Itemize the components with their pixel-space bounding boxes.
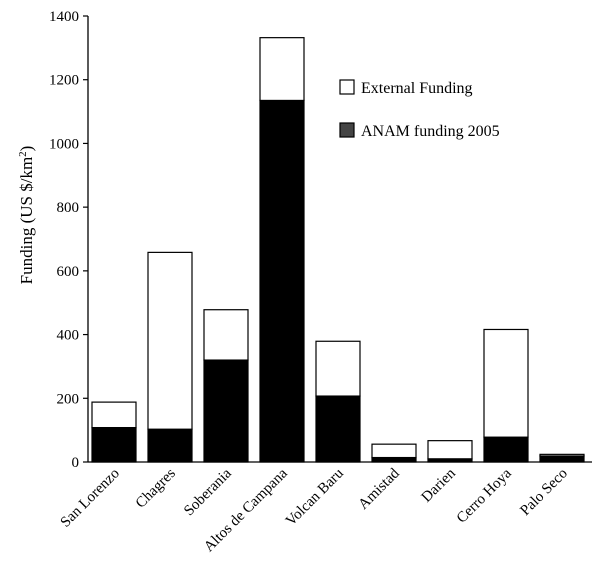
category-label: Amistad <box>356 465 404 513</box>
category-label: Volcan Baru <box>283 465 347 529</box>
y-ticks: 0 200 400 600 800 1000 1200 1400 <box>49 9 88 471</box>
legend-label-anam-funding-2005: ANAM funding 2005 <box>361 123 500 140</box>
legend: External Funding ANAM funding 2005 <box>339 79 500 140</box>
y-tick-label: 400 <box>57 328 80 344</box>
y-tick-label: 1200 <box>49 73 79 89</box>
bar-anam-funding-2005-soberania <box>203 359 249 463</box>
legend-label-external-funding: External Funding <box>361 80 473 97</box>
bar-external-funding-cerro-hoya <box>483 328 529 438</box>
bar-anam-funding-2005-palo-seco <box>539 455 585 463</box>
bar-external-funding-amistad <box>371 443 417 459</box>
category-label: San Lorenzo <box>58 466 123 531</box>
category-label: Palo Seco <box>517 466 570 519</box>
y-axis-title: Funding (US $/km2) <box>17 146 36 285</box>
category-label: Chagres <box>133 465 179 511</box>
legend-swatch-anam-funding-2005 <box>339 122 355 138</box>
bar-external-funding-altos-de-campana <box>259 37 305 102</box>
y-tick-label: 200 <box>57 391 80 407</box>
bar-external-funding-volcan-baru <box>315 340 361 397</box>
y-axis-title-superscript: 2 <box>17 151 29 157</box>
y-tick-label: 1400 <box>49 9 79 25</box>
bar-external-funding-darien <box>427 440 473 460</box>
category-label: Soberania <box>181 465 235 519</box>
bar-anam-funding-2005-cerro-hoya <box>483 436 529 463</box>
bar-anam-funding-2005-amistad <box>371 456 417 463</box>
category-label: Cerro Hoya <box>454 465 515 526</box>
bar-anam-funding-2005-chagres <box>147 428 193 463</box>
bar-external-funding-san-lorenzo <box>91 401 137 429</box>
bar-external-funding-soberania <box>203 309 249 361</box>
bar-anam-funding-2005-altos-de-campana <box>259 99 305 463</box>
bar-external-funding-palo-seco <box>539 453 585 457</box>
bar-anam-funding-2005-volcan-baru <box>315 395 361 463</box>
category-label: Darien <box>419 465 460 506</box>
bars <box>91 37 585 463</box>
y-tick-label: 600 <box>57 264 80 280</box>
y-axis-title-close: ) <box>17 146 36 152</box>
y-tick-label: 800 <box>57 200 80 216</box>
bar-external-funding-chagres <box>147 251 193 430</box>
bar-anam-funding-2005-san-lorenzo <box>91 426 137 463</box>
y-tick-label: 0 <box>72 455 80 471</box>
y-tick-label: 1000 <box>49 136 79 152</box>
legend-swatch-external-funding <box>339 79 355 95</box>
